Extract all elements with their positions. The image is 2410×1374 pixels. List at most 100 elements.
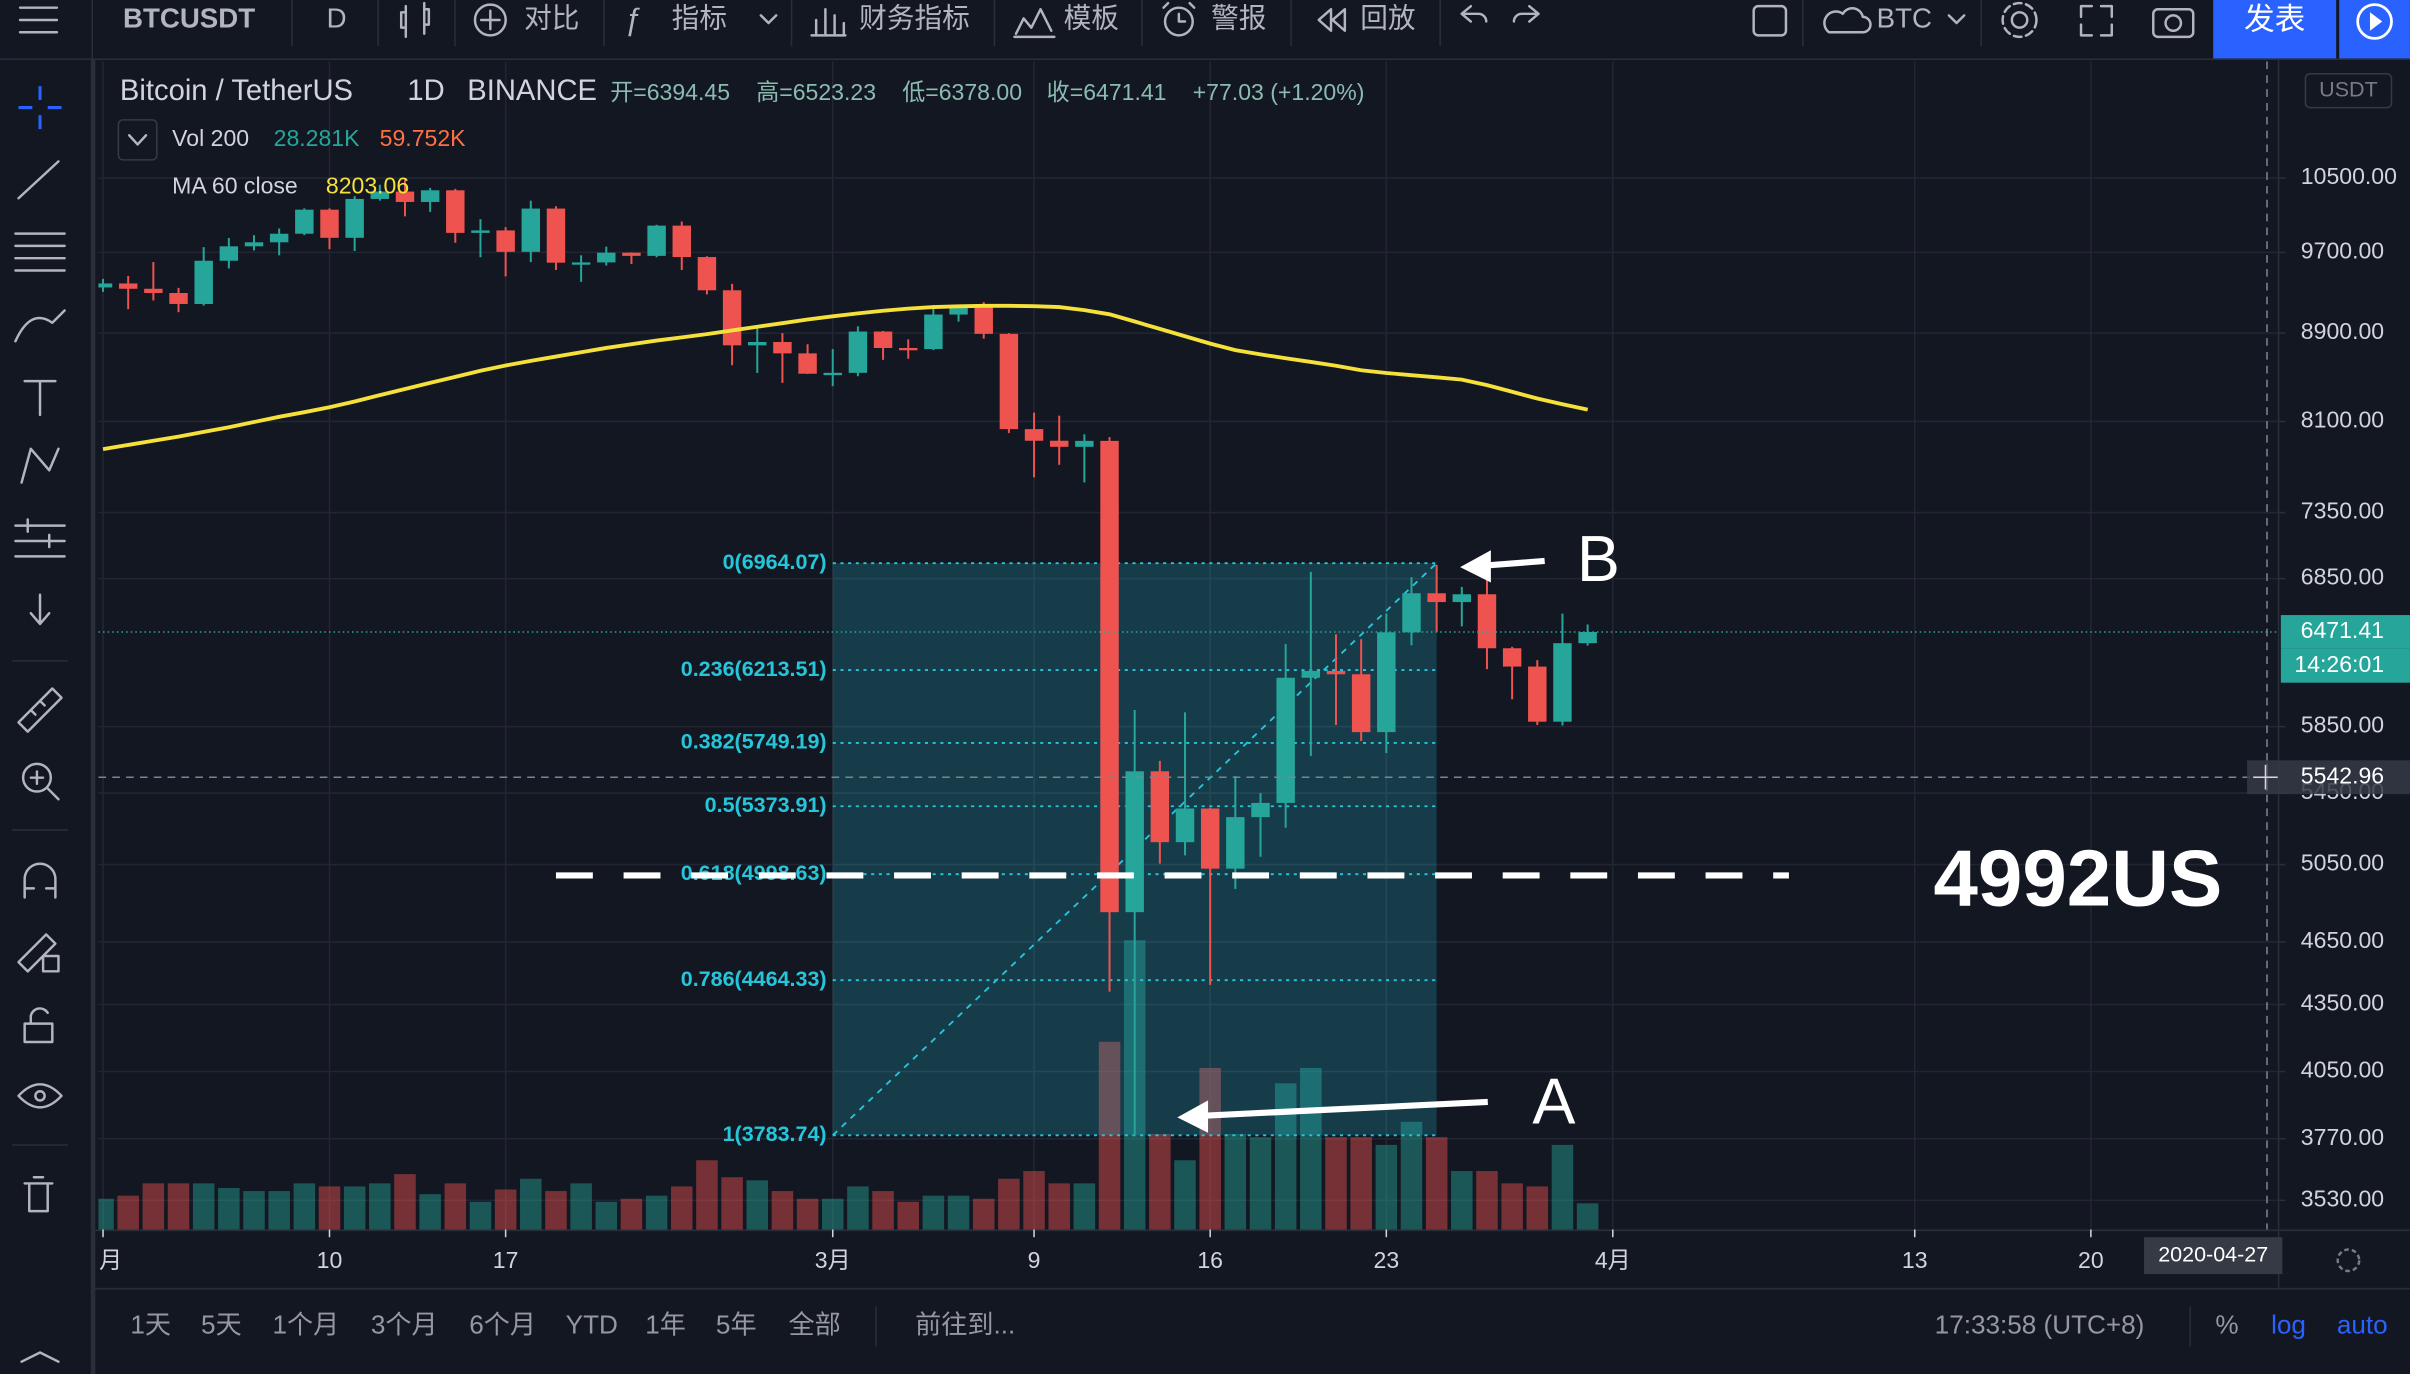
candle-body xyxy=(219,246,239,261)
settings-button[interactable] xyxy=(2001,1,2038,39)
legend: Bitcoin / TetherUS 1D BINANCE 开=6394.45 … xyxy=(117,75,1364,199)
screenshot-button[interactable] xyxy=(2164,14,2183,32)
volume-bar xyxy=(167,1183,190,1230)
publish-button[interactable] xyxy=(2213,0,2337,59)
fib-label: 0(6964.07) xyxy=(723,550,827,574)
auto-button[interactable]: auto xyxy=(2337,1309,2388,1339)
compare-icon xyxy=(473,3,507,37)
crosshair-tool[interactable] xyxy=(18,86,62,130)
level-text: 4992US xyxy=(1933,834,2222,923)
screenshot-button[interactable] xyxy=(2152,7,2195,39)
candle-body xyxy=(1125,771,1144,913)
financials-icon xyxy=(810,7,847,37)
range-button[interactable]: 5天 xyxy=(201,1309,242,1339)
goto-button[interactable]: 前往到... xyxy=(915,1309,1015,1339)
expand-tool[interactable] xyxy=(20,1351,60,1363)
last-price-box xyxy=(2280,615,2410,649)
volume-bar xyxy=(218,1187,240,1230)
volume-bar xyxy=(872,1191,894,1230)
lock-tool[interactable] xyxy=(23,1007,54,1044)
financials-button[interactable]: 财务指标 xyxy=(859,2,970,33)
alert-button[interactable]: 警报 xyxy=(1211,2,1266,33)
layout-button[interactable] xyxy=(1752,4,1788,37)
settings-button[interactable] xyxy=(2010,11,2029,29)
log-button[interactable]: log xyxy=(2271,1309,2306,1339)
volume-bar xyxy=(142,1183,165,1230)
volume-value: 28.281K xyxy=(274,125,360,151)
candle-body xyxy=(1024,429,1044,441)
candle-body xyxy=(1175,808,1195,843)
pattern-tool[interactable] xyxy=(20,447,60,484)
ruler-tool[interactable] xyxy=(17,687,63,733)
volume-bar xyxy=(1023,1171,1045,1230)
candle-body xyxy=(697,257,717,291)
visibility-tool[interactable] xyxy=(34,1089,46,1102)
volume-bar xyxy=(394,1174,416,1230)
range-button[interactable]: 3个月 xyxy=(371,1309,438,1339)
visibility-tool[interactable] xyxy=(17,1083,63,1109)
legend-close: 收=6471.41 xyxy=(1047,79,1167,105)
candle-body xyxy=(471,230,490,233)
symbol-button[interactable]: BTCUSDT xyxy=(123,2,255,33)
indicators-button[interactable]: 指标 xyxy=(672,2,727,33)
volume-bar xyxy=(369,1183,391,1230)
menu-icon[interactable] xyxy=(18,6,59,34)
interval-button[interactable]: D xyxy=(327,2,347,33)
candle-body xyxy=(1049,440,1069,447)
candle-body xyxy=(1301,670,1321,678)
zoom-tool[interactable] xyxy=(29,770,60,801)
delete-tool[interactable] xyxy=(23,1176,54,1213)
fullscreen-button[interactable] xyxy=(2079,4,2114,37)
currency-button[interactable]: BTC xyxy=(1877,2,1932,33)
prediction-tool[interactable] xyxy=(14,518,66,558)
arrow xyxy=(1201,1098,1488,1119)
range-button[interactable]: 1年 xyxy=(645,1309,686,1339)
ma-title: MA 60 close xyxy=(172,173,298,199)
range-button[interactable]: 1个月 xyxy=(273,1309,340,1339)
fib-label: 0.786(4464.33) xyxy=(681,967,827,991)
publish-label: 发表 xyxy=(2244,2,2305,37)
candle-body xyxy=(345,198,364,238)
volume-bar xyxy=(1325,1137,1347,1230)
chevron[interactable] xyxy=(759,14,778,25)
compare-button[interactable]: 对比 xyxy=(524,2,579,33)
range-button[interactable]: 5年 xyxy=(716,1309,757,1339)
icons-tool[interactable] xyxy=(29,593,51,626)
last-price-label: 6471.41 xyxy=(2301,617,2384,643)
templates-button[interactable]: 模板 xyxy=(1064,2,1119,33)
chart-type-icon[interactable] xyxy=(399,1,431,39)
range-button[interactable]: 全部 xyxy=(789,1309,841,1339)
percent-button[interactable]: % xyxy=(2215,1309,2238,1339)
y-tick-label: 6850.00 xyxy=(2301,564,2384,590)
magnet-tool[interactable] xyxy=(23,862,57,899)
candle-body xyxy=(1100,440,1119,913)
brush-tool[interactable] xyxy=(14,309,66,343)
volume-bar xyxy=(117,1195,139,1230)
candle-body xyxy=(647,225,666,256)
play-icon xyxy=(2356,3,2393,40)
range-button[interactable]: YTD xyxy=(566,1309,618,1339)
text-tool[interactable] xyxy=(23,379,57,417)
x-tick-label: 16 xyxy=(1197,1247,1223,1273)
candle-body xyxy=(496,230,515,252)
fib-tool[interactable] xyxy=(14,232,66,272)
axis-settings[interactable] xyxy=(2336,1248,2361,1273)
range-button[interactable]: 1天 xyxy=(130,1309,171,1339)
trendline-tool[interactable] xyxy=(17,160,60,200)
crosshair-plus xyxy=(2253,764,2278,790)
replay-button[interactable]: 回放 xyxy=(1360,2,1415,33)
legend-high: 高=6523.23 xyxy=(756,79,876,105)
candle-body xyxy=(722,290,742,346)
range-button[interactable]: 6个月 xyxy=(469,1309,536,1339)
collapse-button[interactable] xyxy=(117,119,158,161)
candle-body xyxy=(118,283,138,289)
fib-label: 0.236(6213.51) xyxy=(681,657,827,681)
candle-body xyxy=(622,252,641,256)
chevron[interactable] xyxy=(1947,14,1966,25)
zoom-tool[interactable] xyxy=(21,762,53,793)
redo-button[interactable] xyxy=(1512,4,1540,23)
lock-drawing-tool[interactable] xyxy=(17,933,60,973)
play-button[interactable] xyxy=(2339,0,2410,59)
undo-button[interactable] xyxy=(1460,4,1488,23)
